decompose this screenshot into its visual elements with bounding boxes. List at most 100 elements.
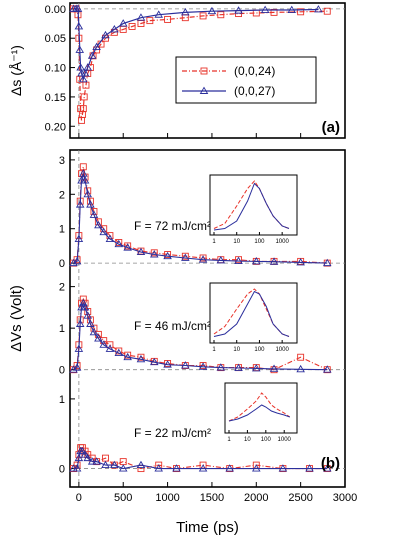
inset-frame [209, 174, 298, 236]
data-point-b [164, 251, 172, 258]
data-point-a [101, 30, 110, 39]
data-point-b [305, 464, 314, 472]
data-point-b [163, 251, 172, 260]
y-tick-label: 2 [59, 282, 65, 294]
data-point-a [83, 63, 93, 71]
inset-x-tick-label: 100 [254, 347, 265, 353]
data-point-b [114, 348, 124, 357]
data-point-b [118, 464, 128, 472]
y-tick-label: 3 [59, 155, 65, 167]
data-point-b [322, 365, 332, 373]
data-point-a [164, 15, 172, 23]
series-line-b [73, 450, 328, 470]
data-point-b [74, 453, 84, 462]
data-point-b [72, 464, 82, 472]
y-tick-label: 0.10 [45, 63, 66, 75]
data-point-a [110, 25, 119, 33]
data-point-b [181, 252, 189, 260]
data-point-b [136, 247, 146, 256]
data-point-b [101, 460, 110, 469]
data-point-a [199, 12, 207, 20]
data-point-b [163, 360, 172, 368]
inset-x-tick-label: 1 [212, 239, 216, 245]
y-tick-label: 0 [59, 464, 65, 476]
y-tick-label: 0.05 [45, 33, 66, 45]
data-point-b [296, 364, 305, 373]
data-point-a [154, 10, 163, 18]
data-point-b [199, 254, 207, 262]
data-point-b [216, 255, 226, 264]
x-tick-label: 0 [76, 492, 82, 504]
data-point-b [225, 464, 234, 472]
data-point-b [114, 239, 124, 248]
panel-b-label: (b) [321, 455, 340, 472]
data-point-b [252, 364, 261, 372]
data-point-a [270, 8, 278, 16]
data-point-a [128, 23, 136, 30]
inset-x-tick-label: 10 [233, 347, 240, 353]
data-point-b [94, 334, 103, 342]
data-point-b [86, 319, 95, 327]
data-point-b [83, 453, 93, 462]
data-point-a [146, 17, 154, 25]
data-point-a [181, 7, 190, 16]
data-point-b [83, 189, 93, 198]
data-point-b [94, 220, 103, 229]
y-tick-label: 0 [59, 365, 65, 377]
data-point-b [252, 257, 261, 265]
data-point-b [123, 243, 132, 251]
inset-x-tick-label: 100 [261, 437, 272, 443]
inset-x-tick-label: 10 [244, 437, 251, 443]
data-point-b [72, 363, 82, 371]
inset-x-tick-label: 100 [254, 239, 265, 245]
data-point-b [80, 450, 90, 458]
data-point-a [79, 74, 88, 83]
data-point-b [75, 200, 85, 208]
y-tick-label: 0 [59, 258, 65, 270]
data-point-a [80, 93, 88, 101]
panel-a-frame [69, 2, 346, 139]
data-point-a [136, 13, 146, 21]
data-point-a [323, 7, 331, 15]
data-point-b [74, 344, 84, 352]
panel-b-frame [69, 149, 346, 488]
data-point-b [322, 464, 332, 472]
fluence-label: F = 22 mJ/cm² [134, 426, 211, 440]
inset-x-tick-label: 1 [227, 437, 231, 443]
inset-x-tick-label: 10 [233, 239, 240, 245]
inset-x-tick-label: 1000 [278, 437, 292, 443]
x-axis-label: Time (ps) [176, 519, 239, 536]
data-point-b [83, 311, 93, 319]
data-point-b [89, 327, 99, 336]
legend-label: (0,0,27) [234, 84, 275, 98]
data-point-b [99, 340, 108, 348]
legend-marker [200, 67, 208, 75]
data-point-b [149, 357, 159, 366]
data-point-b [150, 249, 158, 257]
data-point-b [80, 302, 90, 311]
data-point-b [137, 353, 145, 361]
data-point-b [252, 464, 261, 472]
data-point-a [217, 11, 225, 19]
data-point-b [297, 353, 305, 361]
series-line-b [73, 447, 328, 470]
x-tick-label: 1500 [200, 492, 224, 504]
data-point-b [105, 234, 115, 242]
inset-plot: 1 10 100 1000 [209, 174, 298, 245]
inset-series-line [213, 290, 290, 337]
fluence-label: F = 72 mJ/cm² [134, 219, 211, 233]
data-point-b [72, 257, 82, 265]
series-line-b [73, 171, 328, 264]
data-point-b [69, 258, 78, 267]
data-point-a [260, 5, 270, 13]
data-point-a [73, 4, 83, 12]
panel-b-y-axis-label: ΔVs (Volt) [8, 285, 25, 352]
data-point-a [79, 105, 87, 113]
data-point-b [269, 257, 279, 265]
data-point-b [78, 446, 87, 455]
inset-plot: 1 10 100 1000 [224, 382, 298, 443]
data-point-b [86, 200, 95, 208]
data-point-b [181, 253, 190, 261]
